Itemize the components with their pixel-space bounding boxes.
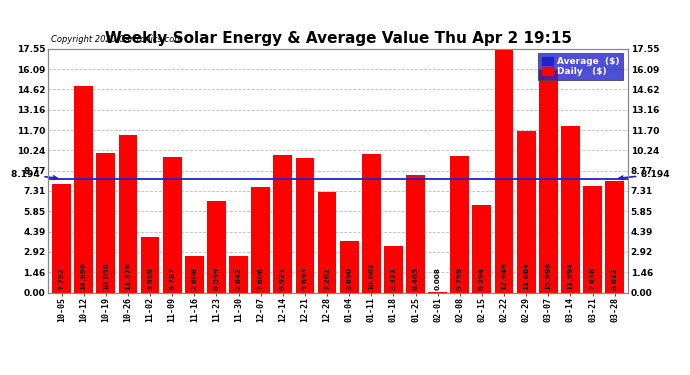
Legend: Average  ($), Daily   ($): Average ($), Daily ($) <box>538 53 623 80</box>
Text: 7.262: 7.262 <box>324 267 330 290</box>
Bar <box>495 43 513 292</box>
Text: 7.792: 7.792 <box>59 267 65 290</box>
Bar <box>362 154 381 292</box>
Text: 7.606: 7.606 <box>257 267 264 290</box>
Text: 11.994: 11.994 <box>567 262 573 290</box>
Text: 8.194: 8.194 <box>619 170 673 180</box>
Bar <box>97 153 115 292</box>
Text: 8.465: 8.465 <box>413 267 419 290</box>
Text: 10.002: 10.002 <box>368 262 374 290</box>
Bar <box>273 155 292 292</box>
Text: 6.294: 6.294 <box>479 267 485 290</box>
Title: Weekly Solar Energy & Average Value Thu Apr 2 19:15: Weekly Solar Energy & Average Value Thu … <box>105 31 571 46</box>
Text: 6.599: 6.599 <box>213 267 219 290</box>
Bar <box>583 186 602 292</box>
Bar <box>339 241 359 292</box>
Text: 2.642: 2.642 <box>235 267 242 290</box>
Bar <box>384 246 403 292</box>
Bar <box>207 201 226 292</box>
Text: 14.896: 14.896 <box>81 262 87 290</box>
Text: 8.194: 8.194 <box>8 170 57 180</box>
Text: 9.799: 9.799 <box>457 267 463 290</box>
Bar <box>229 256 248 292</box>
Text: 7.638: 7.638 <box>589 267 595 290</box>
Bar <box>185 256 204 292</box>
Text: 9.921: 9.921 <box>279 267 286 290</box>
Text: 3.989: 3.989 <box>147 267 153 290</box>
Text: 0.008: 0.008 <box>435 267 441 290</box>
Bar <box>75 86 93 292</box>
Bar <box>163 157 181 292</box>
Bar <box>451 156 469 292</box>
Text: Copyright 2020 Cartronics.com: Copyright 2020 Cartronics.com <box>50 35 182 44</box>
Bar <box>605 181 624 292</box>
Text: 2.608: 2.608 <box>191 267 197 290</box>
Text: 17.949: 17.949 <box>501 262 507 290</box>
Bar <box>317 192 337 292</box>
Bar <box>251 187 270 292</box>
Bar <box>52 184 71 292</box>
Text: 15.996: 15.996 <box>545 262 551 290</box>
Text: 9.693: 9.693 <box>302 267 308 290</box>
Text: 8.012: 8.012 <box>611 267 618 290</box>
Text: 3.333: 3.333 <box>391 268 397 290</box>
Bar <box>539 70 558 292</box>
Bar <box>473 205 491 292</box>
Bar <box>517 130 535 292</box>
Text: 11.376: 11.376 <box>125 262 131 290</box>
Text: 9.787: 9.787 <box>169 267 175 290</box>
Bar <box>119 135 137 292</box>
Text: 10.058: 10.058 <box>103 262 109 290</box>
Bar <box>561 126 580 292</box>
Bar <box>295 158 315 292</box>
Bar <box>406 175 425 292</box>
Text: 11.664: 11.664 <box>523 262 529 290</box>
Text: 3.690: 3.690 <box>346 267 352 290</box>
Bar <box>141 237 159 292</box>
